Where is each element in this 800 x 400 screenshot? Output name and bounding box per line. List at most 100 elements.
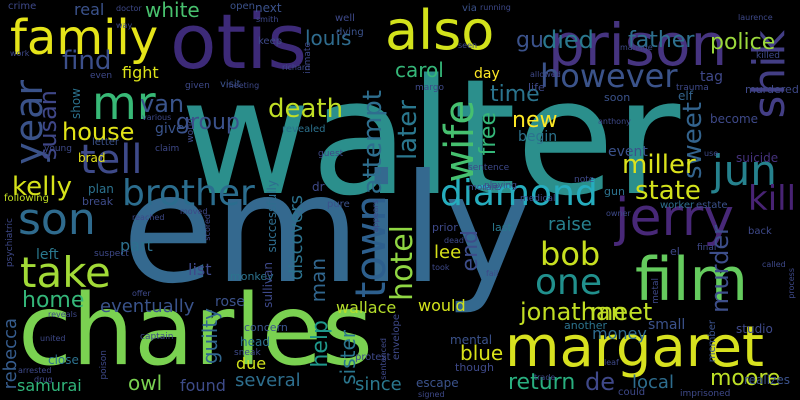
word: next: [255, 1, 282, 15]
word: begin: [518, 129, 558, 145]
word: metal: [651, 278, 661, 304]
word: wallace: [336, 298, 397, 317]
word: open: [230, 1, 255, 12]
word: sentence: [468, 163, 510, 173]
word: mental: [450, 333, 493, 347]
word: due: [236, 354, 267, 373]
word: died: [542, 26, 594, 54]
word: tag: [700, 69, 723, 85]
word: discovers: [286, 195, 307, 281]
word: head: [240, 335, 270, 349]
word: money: [592, 324, 647, 343]
word: emily: [122, 143, 533, 317]
word: sullivan: [261, 262, 275, 308]
word: new: [512, 108, 558, 133]
word: fail: [486, 269, 499, 278]
word: return: [508, 370, 576, 395]
word: laurence: [738, 13, 773, 22]
word: studio: [736, 322, 773, 336]
word: charles: [18, 274, 373, 388]
word: moved: [180, 207, 208, 216]
word: last: [492, 221, 512, 234]
word: owner: [606, 209, 631, 218]
word: took: [432, 263, 450, 272]
word: would: [418, 296, 466, 315]
word: left: [36, 247, 59, 263]
word: use: [704, 149, 719, 158]
word: sneak: [234, 348, 261, 358]
word: trade: [534, 373, 556, 382]
word: envelope: [391, 314, 402, 360]
word: pure: [327, 199, 350, 210]
word: imprisoned: [680, 389, 731, 399]
word: show: [69, 88, 83, 120]
word: lee: [434, 242, 462, 263]
word: richard: [282, 63, 311, 72]
word: part: [120, 236, 153, 255]
word: doctor: [116, 4, 142, 13]
word: reached: [132, 213, 165, 222]
word: united: [40, 334, 66, 343]
word: worker: [660, 200, 695, 211]
word: margaret: [505, 315, 764, 380]
word: group: [176, 110, 240, 135]
word: monkey: [230, 270, 274, 283]
word: fight: [122, 63, 159, 82]
word: arrested: [18, 366, 52, 375]
word: jun: [712, 146, 777, 195]
word: local: [632, 372, 674, 393]
word: margo: [415, 83, 445, 93]
word: well: [335, 13, 355, 24]
word: could: [618, 387, 646, 398]
word: dead: [444, 236, 464, 245]
word: seen: [458, 41, 478, 50]
word: break: [82, 195, 114, 208]
word: killed: [756, 51, 780, 61]
word: even: [90, 71, 113, 81]
word: real: [74, 0, 105, 19]
word: murdered: [745, 83, 799, 96]
word: various: [142, 113, 172, 122]
word: home: [22, 288, 85, 313]
word: louis: [305, 26, 352, 50]
word: prior: [432, 221, 458, 234]
word: crime: [8, 1, 37, 12]
word: morale: [468, 183, 500, 193]
word: found: [180, 376, 226, 395]
word: escape: [416, 376, 459, 390]
word: one: [535, 262, 602, 303]
word: work: [10, 49, 30, 58]
word: dr: [312, 180, 325, 194]
word: brad: [78, 151, 106, 165]
word: running: [480, 3, 511, 12]
word: give: [155, 121, 185, 137]
word: way: [116, 21, 133, 30]
word: guest: [318, 149, 344, 159]
word: father: [628, 28, 695, 53]
word: scored: [203, 214, 212, 241]
word: jonathan: [520, 298, 626, 326]
word: successfully: [265, 180, 279, 253]
word: otis: [170, 0, 308, 86]
word: film: [635, 245, 748, 315]
word: moore: [710, 366, 781, 391]
word: signed: [418, 390, 445, 399]
word: hotel: [385, 225, 420, 301]
word: following: [4, 193, 49, 204]
word: miller: [622, 150, 696, 180]
word: event: [608, 144, 648, 160]
word: mr: [92, 76, 156, 130]
word: son: [18, 194, 96, 245]
word: given: [185, 81, 210, 91]
word: appears: [371, 200, 380, 233]
word: man: [306, 258, 330, 303]
word: samurai: [17, 376, 82, 395]
word: plan: [88, 182, 114, 196]
word: state: [635, 176, 701, 206]
word: revealed: [282, 124, 326, 135]
word: however: [540, 57, 678, 95]
word: final: [697, 243, 717, 253]
word: sentenced: [379, 338, 388, 380]
word: help: [308, 320, 333, 368]
